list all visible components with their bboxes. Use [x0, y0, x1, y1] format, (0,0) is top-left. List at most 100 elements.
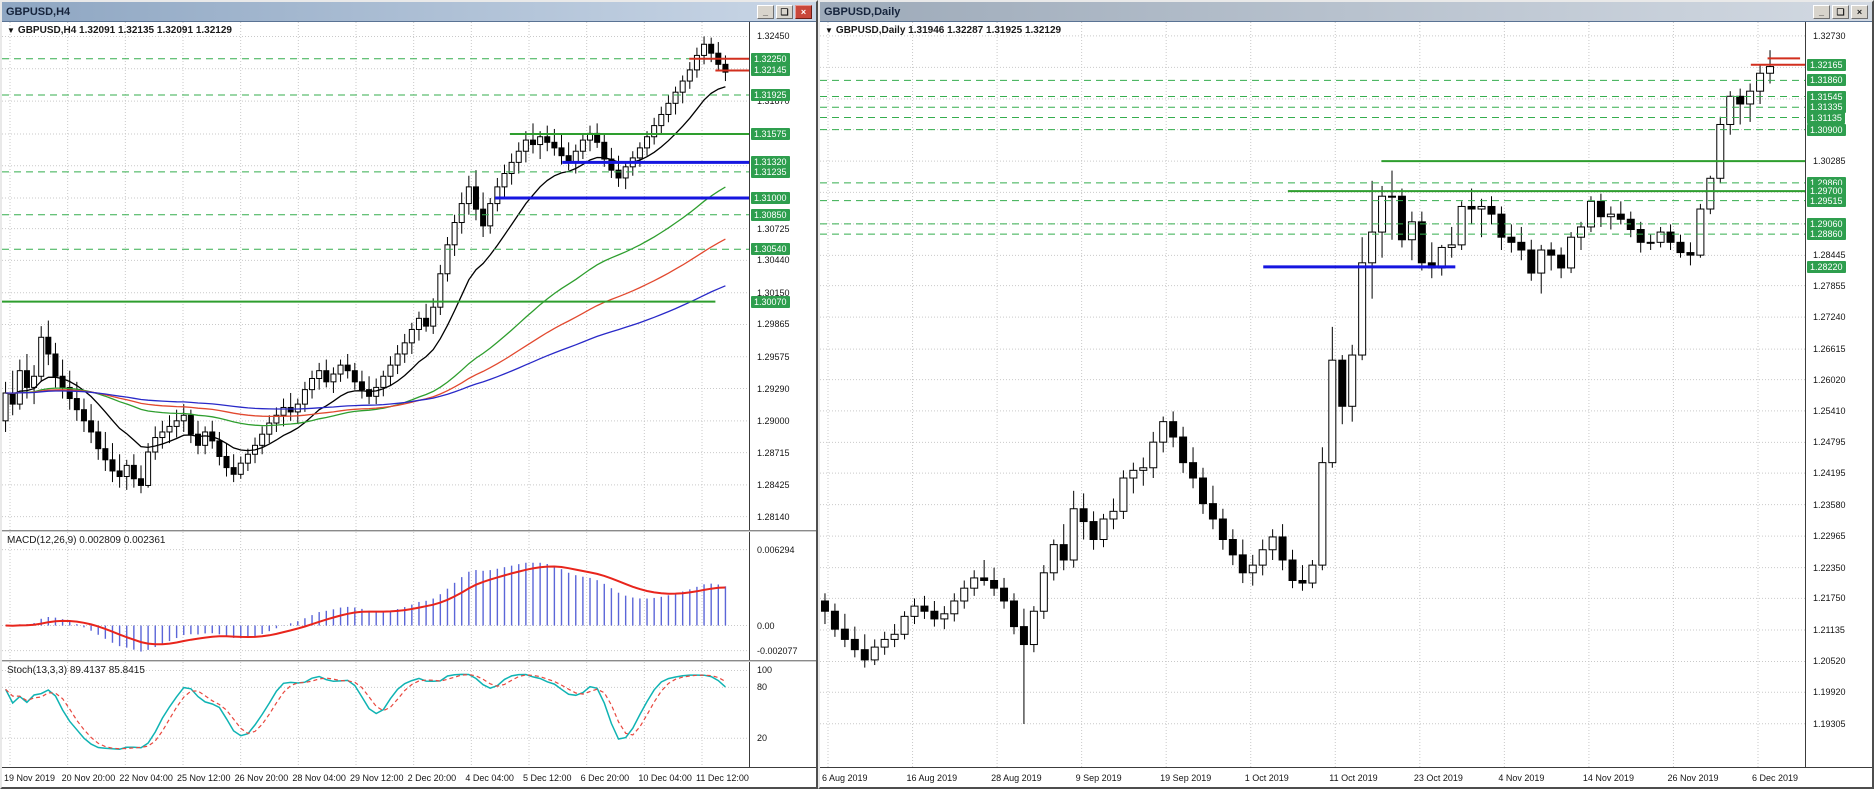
- price-tick-label: 1.24795: [1813, 437, 1846, 448]
- time-axis-daily[interactable]: 6 Aug 2019 16 Aug 2019 28 Aug 2019 9 Sep 20…: [820, 767, 1872, 787]
- price-tick-label: 1.28715: [757, 447, 790, 458]
- macd-panel: MACD(12,26,9) 0.002809 0.002361 0.006294…: [2, 532, 816, 660]
- price-tick-label: 1.32730: [1813, 30, 1846, 41]
- price-tick-label: 1.22965: [1813, 531, 1846, 542]
- close-button[interactable]: ×: [795, 4, 812, 19]
- stoch-tick-label: 20: [757, 733, 768, 744]
- window-title: GBPUSD,Daily: [824, 5, 901, 18]
- price-level-tag: 1.31235: [751, 165, 790, 178]
- stochastic-chart[interactable]: [2, 662, 749, 767]
- macd-tick-label: -0.002077: [757, 645, 798, 656]
- price-level-tag: 1.30070: [751, 295, 790, 308]
- time-label: 26 Nov 2019: [1667, 773, 1719, 783]
- macd-chart[interactable]: [2, 532, 749, 660]
- macd-tick-label: 0.00: [757, 620, 775, 631]
- minimize-button[interactable]: _: [757, 4, 774, 19]
- price-tick-label: 1.29575: [757, 351, 790, 362]
- macd-tick-label: 0.006294: [757, 544, 795, 555]
- price-axis[interactable]: 1.324501.321601.318701.315751.312901.310…: [749, 22, 816, 530]
- price-tick-label: 1.21750: [1813, 593, 1846, 604]
- time-label: 28 Aug 2019: [991, 773, 1042, 783]
- price-tick-label: 1.21135: [1813, 624, 1845, 635]
- price-tick-label: 1.30285: [1813, 156, 1846, 167]
- price-level-tag: 1.30850: [751, 208, 790, 221]
- restore-button[interactable]: ❏: [1832, 4, 1849, 19]
- time-label: 1 Oct 2019: [1244, 773, 1289, 783]
- price-level-tag: 1.28220: [1807, 260, 1846, 273]
- time-label: 10 Dec 04:00: [638, 773, 692, 783]
- titlebar-daily[interactable]: GBPUSD,Daily _ ❏ ×: [820, 2, 1872, 22]
- ohlc-legend: ▼ GBPUSD,H4 1.32091 1.32135 1.32091 1.321…: [7, 25, 232, 36]
- ohlc-legend-text: GBPUSD,H4 1.32091 1.32135 1.32091 1.3212…: [17, 25, 232, 36]
- panel-splitter[interactable]: [2, 530, 816, 532]
- price-level-tag: 1.31575: [751, 127, 790, 140]
- stochastic-panel: Stoch(13,3,3) 89.4137 85.8415 100 80 20: [2, 662, 816, 767]
- price-axis[interactable]: 1.327301.321151.315001.309001.302851.296…: [1805, 22, 1872, 767]
- price-level-tag: 1.28860: [1807, 228, 1846, 241]
- price-level-tag: 1.31335: [1807, 101, 1846, 114]
- price-level-tag: 1.29700: [1807, 185, 1846, 198]
- price-tick-label: 1.27240: [1813, 312, 1846, 323]
- price-tick-label: 1.19920: [1813, 687, 1846, 698]
- restore-button[interactable]: ❏: [776, 4, 793, 19]
- time-label: 28 Nov 04:00: [292, 773, 346, 783]
- price-level-tag: 1.29515: [1807, 194, 1846, 207]
- stochastic-axis[interactable]: 100 80 20: [749, 662, 816, 767]
- price-tick-label: 1.23580: [1813, 499, 1846, 510]
- chart-window-gbpusd-h4: GBPUSD,H4 _ ❏ × ▼ GBPUSD,H4 1.32091 1.321…: [0, 0, 818, 789]
- macd-axis[interactable]: 0.006294 0.00 -0.002077: [749, 532, 816, 660]
- price-tick-label: 1.25410: [1813, 405, 1846, 416]
- time-label: 14 Nov 2019: [1582, 773, 1634, 783]
- ohlc-legend: ▼ GBPUSD,Daily 1.31946 1.32287 1.31925 1.…: [825, 25, 1061, 36]
- price-tick-label: 1.29000: [757, 415, 790, 426]
- price-tick-label: 1.30725: [757, 223, 790, 234]
- chart-window-gbpusd-daily: GBPUSD,Daily _ ❏ × ▼ GBPUSD,Daily 1.31946…: [818, 0, 1874, 789]
- price-tick-label: 1.30150: [757, 287, 790, 298]
- price-level-tag: 1.31320: [751, 156, 790, 169]
- price-tick-label: 1.27855: [1813, 280, 1846, 291]
- price-tick-label: 1.28445: [1813, 250, 1846, 261]
- stochastic-plot-area[interactable]: Stoch(13,3,3) 89.4137 85.8415: [2, 662, 749, 767]
- time-axis-h4[interactable]: 19 Nov 2019 20 Nov 20:00 22 Nov 04:00 25 No…: [2, 767, 816, 787]
- candlestick-chart-daily[interactable]: [820, 22, 1805, 767]
- price-tick-label: 1.19305: [1813, 718, 1846, 729]
- candlestick-chart-h4[interactable]: [2, 22, 749, 530]
- time-label: 2 Dec 20:00: [407, 773, 457, 783]
- price-level-tag: 1.32165: [1807, 58, 1846, 71]
- price-tick-label: 1.29865: [757, 319, 790, 330]
- close-button[interactable]: ×: [1851, 4, 1868, 19]
- candles-plot-area[interactable]: ▼ GBPUSD,Daily 1.31946 1.32287 1.31925 1.…: [820, 22, 1805, 767]
- symbol-dropdown-icon[interactable]: ▼: [825, 26, 833, 35]
- panel-splitter[interactable]: [2, 660, 816, 662]
- price-tick-label: 1.26020: [1813, 374, 1846, 385]
- time-label: 20 Nov 20:00: [61, 773, 116, 783]
- time-label: 11 Oct 2019: [1329, 773, 1378, 783]
- price-level-tag: 1.32250: [751, 52, 790, 65]
- time-label: 26 Nov 20:00: [234, 773, 289, 783]
- price-tick-label: 1.30440: [757, 255, 790, 266]
- time-label: 16 Aug 2019: [906, 773, 958, 783]
- price-tick-label: 1.31870: [757, 96, 790, 107]
- time-label: 6 Dec 20:00: [580, 773, 630, 783]
- time-label: 4 Nov 2019: [1498, 773, 1545, 783]
- price-tick-label: 1.28140: [757, 511, 790, 522]
- price-tick-label: 1.22350: [1813, 562, 1846, 573]
- time-label: 6 Aug 2019: [822, 773, 868, 783]
- candles-plot-area[interactable]: ▼ GBPUSD,H4 1.32091 1.32135 1.32091 1.321…: [2, 22, 749, 530]
- price-tick-label: 1.28425: [757, 479, 790, 490]
- stoch-tick-label: 80: [757, 682, 768, 693]
- main-chart-panel-h4: ▼ GBPUSD,H4 1.32091 1.32135 1.32091 1.321…: [2, 22, 816, 530]
- minimize-button[interactable]: _: [1813, 4, 1830, 19]
- time-label: 5 Dec 12:00: [523, 773, 572, 783]
- time-label: 23 Oct 2019: [1413, 773, 1463, 783]
- ohlc-legend-text: GBPUSD,Daily 1.31946 1.32287 1.31925 1.3…: [835, 25, 1062, 36]
- macd-plot-area[interactable]: MACD(12,26,9) 0.002809 0.002361: [2, 532, 749, 660]
- time-label: 19 Nov 2019: [4, 773, 56, 783]
- titlebar-h4[interactable]: GBPUSD,H4 _ ❏ ×: [2, 2, 816, 22]
- symbol-dropdown-icon[interactable]: ▼: [7, 26, 15, 35]
- price-level-tag: 1.31925: [751, 88, 790, 101]
- price-level-tag: 1.31545: [1807, 90, 1846, 103]
- price-tick-label: 1.26615: [1813, 344, 1846, 355]
- stoch-tick-label: 100: [757, 665, 773, 676]
- time-label: 4 Dec 04:00: [465, 773, 514, 783]
